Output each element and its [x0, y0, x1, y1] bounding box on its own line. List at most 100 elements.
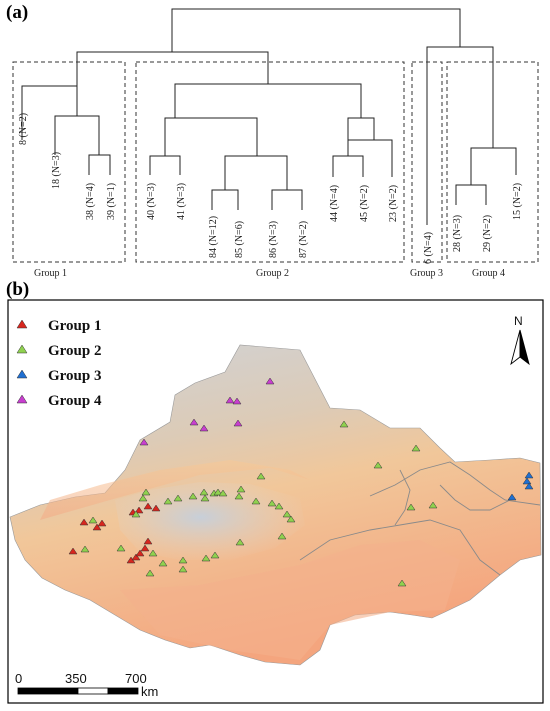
panel-b: (b) — [6, 279, 544, 704]
dendrogram-branch — [271, 189, 303, 210]
site-marker-group-1 — [97, 519, 107, 527]
site-marker-group-1 — [131, 553, 141, 561]
leaf-label-41: 41 (N=3) — [176, 183, 187, 220]
group-box-2 — [135, 61, 405, 263]
site-marker-group-2 — [339, 420, 349, 428]
site-marker-group-2 — [234, 492, 244, 500]
site-marker-group-3 — [507, 493, 517, 501]
site-marker-group-2 — [173, 494, 183, 502]
north-arrow: N — [510, 314, 530, 366]
site-marker-group-1 — [92, 523, 102, 531]
legend-label-group-4: Group 4 — [48, 393, 102, 409]
leaf-labels: 8 (N=2) 18 (N=3) 38 (N=4) 39 (N=1) 40 (N… — [18, 113, 523, 264]
site-marker-group-2 — [116, 544, 126, 552]
group-label-4: Group 4 — [472, 268, 505, 279]
panel-a-label: (a) — [6, 2, 28, 23]
dendrogram-branch — [164, 117, 258, 156]
site-marker-group-2 — [267, 499, 277, 507]
site-marker-group-2 — [188, 492, 198, 500]
site-marker-group-3 — [524, 482, 534, 490]
site-marker-group-2 — [201, 554, 211, 562]
site-marker-group-2 — [411, 444, 421, 452]
legend-label-group-2: Group 2 — [48, 343, 102, 359]
site-marker-group-2 — [274, 502, 284, 510]
legend: Group 1 Group 2 Group 3 Group 4 — [16, 318, 102, 409]
dendrogram-branch — [171, 8, 461, 52]
north-arrow-label: N — [514, 314, 523, 328]
site-marker-group-2 — [236, 485, 246, 493]
dendrogram-branch — [21, 85, 78, 140]
leaf-label-85: 85 (N=6) — [234, 221, 245, 258]
scale-tick-350: 350 — [65, 671, 87, 686]
site-marker-group-4 — [139, 438, 149, 446]
site-marker-group-2 — [213, 488, 223, 496]
leaf-label-6: 6 (N=4) — [423, 232, 434, 264]
site-marker-group-2 — [88, 516, 98, 524]
site-marker-group-1 — [134, 506, 144, 514]
site-marker-group-2 — [178, 565, 188, 573]
legend-label-group-1: Group 1 — [48, 318, 102, 334]
group-label-1: Group 1 — [34, 268, 67, 279]
site-marker-group-2 — [158, 559, 168, 567]
leaf-label-28: 28 (N=3) — [452, 215, 463, 252]
site-marker-group-4 — [232, 397, 242, 405]
site-marker-group-2 — [163, 497, 173, 505]
province-border — [439, 484, 511, 511]
dendrogram-branch — [455, 184, 487, 205]
group-label-3: Group 3 — [410, 268, 443, 279]
site-marker-group-2 — [131, 510, 141, 518]
site-marker-group-2 — [397, 579, 407, 587]
group-box-4 — [446, 61, 539, 263]
site-marker-group-1 — [140, 544, 150, 552]
dendrogram — [21, 8, 517, 225]
dendrogram-branch — [149, 155, 181, 175]
leaf-label-45: 45 (N=2) — [359, 185, 370, 222]
group-labels: Group 1 Group 2 Group 3 Group 4 — [34, 268, 505, 279]
scale-bar-segment — [77, 687, 109, 695]
site-marker-group-2 — [373, 461, 383, 469]
leaf-label-86: 86 (N=3) — [268, 221, 279, 258]
dendrogram-branch — [211, 189, 239, 210]
site-marker-group-4 — [199, 424, 209, 432]
site-marker-group-2 — [235, 538, 245, 546]
site-marker-group-2 — [218, 489, 228, 497]
legend-marker-group-3 — [16, 369, 28, 379]
panel-b-label: (b) — [6, 279, 29, 300]
site-marker-group-1 — [79, 518, 89, 526]
sample-sites — [68, 377, 534, 587]
leaf-label-87: 87 (N=2) — [298, 221, 309, 258]
leaf-label-23: 23 (N=2) — [388, 185, 399, 222]
site-marker-group-2 — [256, 472, 266, 480]
tibet-plateau — [120, 540, 460, 660]
dendrogram-branch — [88, 154, 111, 175]
group-boxes — [12, 61, 539, 263]
dendrogram-branch — [76, 51, 269, 86]
dendrogram-branch — [470, 147, 517, 185]
dendrogram-branch — [332, 155, 364, 177]
scale-bar: 0 350 700 km — [15, 671, 158, 699]
dendrogram-branch — [174, 83, 362, 118]
scale-bar-segment — [107, 687, 139, 695]
site-marker-group-1 — [143, 537, 153, 545]
leaf-label-39: 39 (N=1) — [106, 183, 117, 220]
site-marker-group-1 — [143, 502, 153, 510]
group-label-2: Group 2 — [256, 268, 289, 279]
north-arrow-icon-shade — [519, 329, 530, 366]
province-border — [299, 519, 501, 576]
site-marker-group-2 — [210, 551, 220, 559]
province-border — [369, 461, 541, 506]
site-marker-group-2 — [148, 549, 158, 557]
site-marker-group-1 — [151, 504, 161, 512]
leaf-label-38: 38 (N=4) — [85, 183, 96, 220]
leaf-label-84: 84 (N=12) — [208, 216, 219, 258]
site-marker-group-2 — [80, 545, 90, 553]
site-marker-group-4 — [233, 419, 243, 427]
site-marker-group-1 — [135, 549, 145, 557]
scale-tick-700: 700 — [125, 671, 147, 686]
legend-marker-group-2 — [16, 344, 28, 354]
site-marker-group-2 — [200, 494, 210, 502]
site-marker-group-2 — [199, 488, 209, 496]
group-box-1 — [12, 61, 126, 263]
scale-bar-segment — [17, 687, 79, 695]
